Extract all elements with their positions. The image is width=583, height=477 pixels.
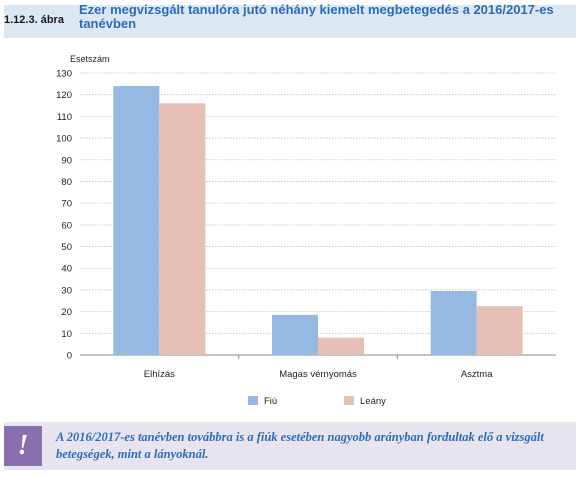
figure-header [4, 5, 576, 38]
figure-title: Ezer megvizsgált tanulóra jutó néhány ki… [79, 2, 554, 31]
y-tick-label: 30 [61, 285, 72, 296]
y-tick-label: 90 [61, 155, 72, 166]
x-category-label: Asztma [461, 369, 493, 380]
y-tick-label: 120 [56, 90, 72, 101]
bar-leány-2 [476, 306, 523, 355]
x-category-label: Magas vérnyomás [279, 369, 357, 380]
y-tick-label: 60 [61, 220, 72, 231]
y-tick-label: 130 [56, 69, 72, 80]
bar-fiú-1 [272, 314, 318, 355]
exclamation-icon: ! [4, 426, 42, 466]
bar-fiú-0 [113, 86, 160, 355]
y-tick-label: 70 [61, 199, 72, 210]
y-tick-label: 10 [61, 329, 72, 340]
bar-chart: 0 10 20 30 40 50 60 70 80 90 100 110 120 130 Esetszám E… [56, 54, 556, 407]
y-tick-label: 50 [61, 242, 72, 253]
y-tick-label: 20 [61, 307, 72, 318]
legend-swatch-0 [248, 396, 258, 405]
note-text: A 2016/2017-es tanévben továbbra is a fi… [56, 430, 544, 461]
y-axis-title: Esetszám [70, 54, 110, 64]
legend-swatch-1 [344, 396, 354, 405]
bar-leány-1 [318, 337, 364, 355]
y-tick-label: 110 [57, 112, 72, 123]
x-category-label: Elhízás [144, 369, 175, 380]
legend-label: Fiú [264, 396, 277, 407]
y-tick-label: 40 [61, 264, 72, 275]
y-tick-label: 80 [61, 177, 72, 188]
figure-number: 1.12.3. ábra [4, 14, 64, 26]
legend-label: Leány [360, 396, 386, 407]
bar-fiú-2 [430, 291, 477, 355]
y-tick-label: 100 [56, 134, 72, 145]
note-box [4, 422, 576, 470]
y-tick-label: 0 [67, 351, 72, 362]
bar-leány-0 [159, 103, 206, 355]
